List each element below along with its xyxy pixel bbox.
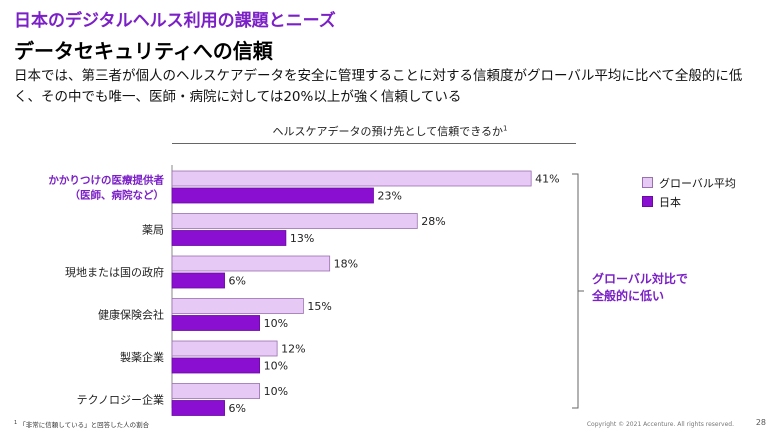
category-label-line: 現地または国の政府	[65, 265, 164, 279]
page-title: データセキュリティへの信頼	[14, 39, 273, 63]
legend-swatch-global	[642, 177, 653, 188]
category-label-health-insurer: 健康保険会社	[98, 308, 164, 322]
value-label-global-health-insurer: 15%	[307, 300, 331, 313]
chart-title-text: ヘルスケアデータの預け先として信頼できるか	[272, 125, 503, 138]
footnote-text: 「非常に信頼している」と回答した人の割合	[19, 421, 150, 429]
bar-japan-pharmacy	[171, 230, 287, 246]
bar-global-government	[171, 255, 331, 272]
bar-japan-primary-care	[171, 187, 374, 204]
legend-label-global: グローバル平均	[659, 176, 736, 190]
chart-title-footnote-mark: 1	[502, 124, 508, 133]
category-label-pharma: 製薬企業	[120, 350, 164, 364]
bar-global-primary-care	[171, 170, 532, 187]
copyright: Copyright © 2021 Accenture. All rights r…	[586, 421, 734, 428]
bar-global-health-insurer	[171, 298, 304, 314]
callout-bracket	[572, 173, 584, 409]
value-label-japan-pharmacy: 13%	[290, 232, 314, 245]
chart-legend: グローバル平均 日本	[642, 173, 736, 211]
category-label-pharmacy: 薬局	[142, 224, 164, 237]
value-label-global-tech: 10%	[264, 385, 288, 398]
category-label-line: 薬局	[142, 224, 164, 237]
legend-label-japan: 日本	[659, 195, 681, 209]
section-kicker: 日本のデジタルヘルス利用の課題とニーズ	[14, 11, 336, 31]
category-label-line: 健康保険会社	[98, 308, 164, 322]
value-label-global-government: 18%	[334, 258, 358, 271]
value-label-global-pharma: 12%	[281, 343, 305, 356]
page-description: 日本では、第三者が個人のヘルスケアデータを安全に管理することに対する信頼度がグロ…	[14, 68, 743, 105]
chart-title: ヘルスケアデータの預け先として信頼できるか1	[170, 123, 610, 139]
value-label-japan-pharma: 10%	[264, 360, 288, 373]
footnote: 1 「非常に信頼している」と回答した人の割合	[14, 419, 149, 429]
value-label-japan-health-insurer: 10%	[264, 317, 288, 330]
legend-swatch-japan	[642, 196, 653, 207]
value-label-japan-primary-care: 23%	[377, 190, 401, 203]
category-label-line: （医師、病院など）	[70, 189, 165, 202]
legend-item-japan: 日本	[642, 192, 736, 211]
bar-japan-pharma	[171, 357, 260, 374]
category-label-line: テクノロジー企業	[77, 393, 164, 407]
callout: グローバル対比で 全般的に低い	[592, 271, 722, 305]
bar-global-pharmacy	[171, 213, 418, 229]
bar-japan-government	[171, 272, 225, 289]
category-label-line: かかりつけの医療提供者	[48, 174, 164, 187]
value-label-japan-government: 6%	[229, 275, 246, 288]
legend-item-global: グローバル平均	[642, 173, 736, 192]
value-label-japan-tech: 6%	[229, 402, 246, 415]
value-label-global-primary-care: 41%	[535, 173, 559, 186]
bar-japan-health-insurer	[171, 315, 260, 331]
callout-line-2: 全般的に低い	[592, 289, 665, 303]
page-number: 28	[755, 418, 766, 427]
bar-global-pharma	[171, 340, 278, 357]
callout-line-1: グローバル対比で	[592, 272, 688, 286]
chart-title-rule	[172, 143, 576, 144]
category-label-primary-care: かかりつけの医療提供者 （医師、病院など）	[48, 174, 164, 202]
category-label-government: 現地または国の政府	[65, 265, 164, 279]
bar-global-tech	[171, 383, 260, 399]
value-label-global-pharmacy: 28%	[421, 215, 445, 228]
category-label-line: 製薬企業	[120, 350, 164, 364]
category-label-tech: テクノロジー企業	[77, 393, 164, 407]
bar-japan-tech	[171, 400, 225, 416]
footnote-mark: 1	[14, 419, 18, 426]
